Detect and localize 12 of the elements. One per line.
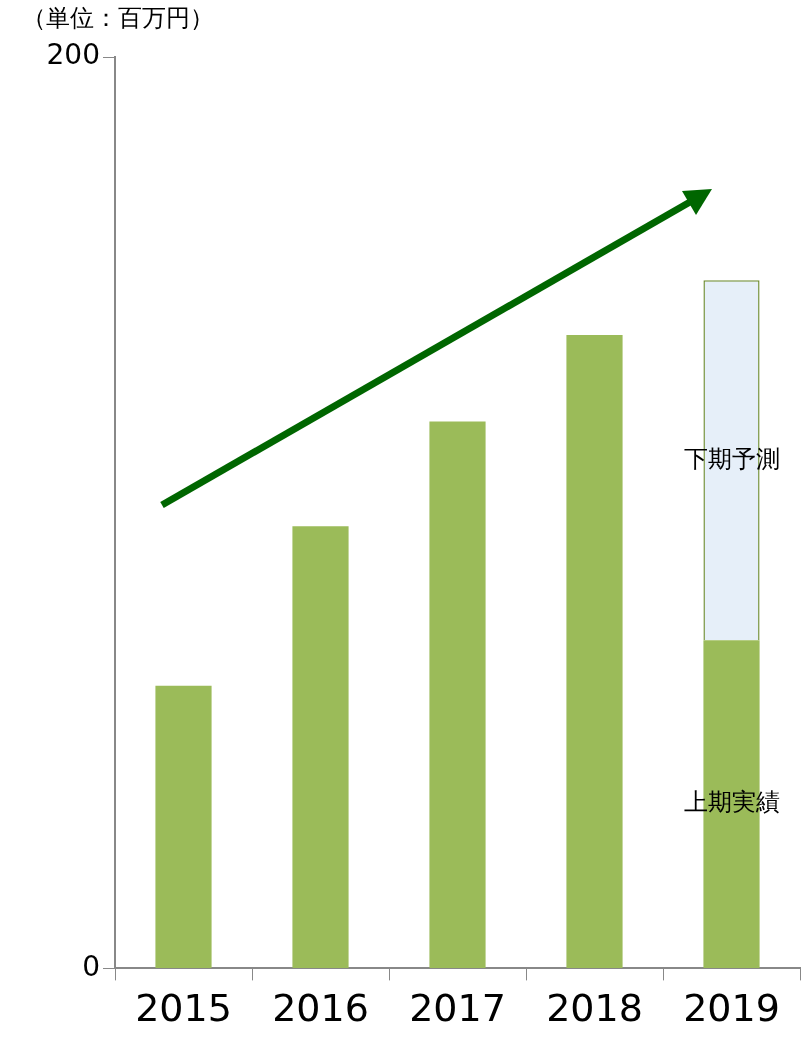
bar	[292, 526, 349, 968]
bar	[429, 421, 486, 968]
x-tick-label: 2017	[409, 986, 506, 1031]
x-tick-label: 2015	[135, 986, 232, 1031]
x-tick-label: 2019	[683, 986, 780, 1031]
x-tick-label: 2018	[546, 986, 643, 1031]
y-tick-label: 200	[46, 38, 100, 72]
y-tick-label: 0	[82, 949, 100, 983]
y-axis-title: （単位：百万円）	[22, 4, 214, 33]
x-tick-label: 2016	[272, 986, 369, 1031]
bar	[566, 334, 623, 968]
bar	[155, 685, 212, 968]
